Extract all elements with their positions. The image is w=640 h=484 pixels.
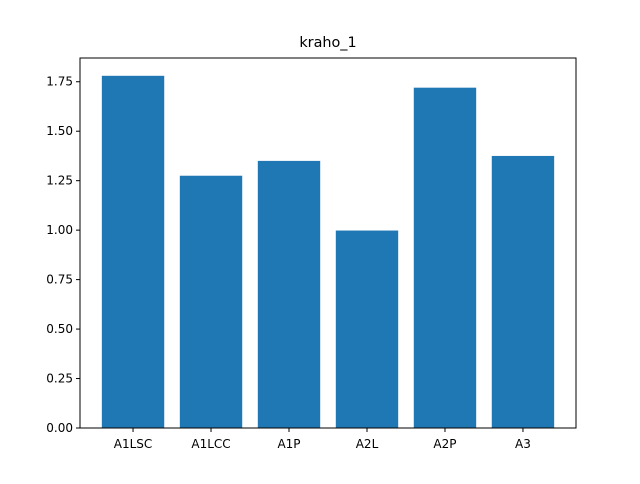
plot-frame: [79, 57, 577, 429]
bar-a2l: [335, 230, 399, 428]
y-tick-label: 0.50: [46, 322, 73, 336]
x-tick-label: A1LCC: [191, 437, 230, 451]
y-tick-label: 0.75: [46, 273, 73, 287]
y-axis: 0.00 0.25 0.50 0.75 1.00 1.25 1.50 1.75: [46, 75, 80, 435]
y-tick-label: 1.50: [46, 124, 73, 138]
x-tick-label: A2P: [433, 437, 456, 451]
y-tick-label: 0.25: [46, 372, 73, 386]
bar-a1p: [257, 160, 321, 428]
bar-a1lcc: [179, 175, 243, 428]
bar-a2p: [413, 87, 477, 429]
y-tick-label: 1.00: [46, 223, 73, 237]
x-tick-label: A1LSC: [114, 437, 153, 451]
y-tick-label: 1.75: [46, 75, 73, 89]
chart-title: kraho_1: [299, 35, 356, 51]
bar-a1lsc: [101, 75, 165, 428]
bars-group: [101, 75, 555, 429]
x-axis: A1LSC A1LCC A1P A2L A2P A3: [114, 428, 531, 451]
y-tick-label: 1.25: [46, 174, 73, 188]
x-tick-label: A1P: [277, 437, 300, 451]
x-tick-label: A3: [515, 437, 531, 451]
x-tick-label: A2L: [356, 437, 379, 451]
y-tick-label: 0.00: [46, 421, 73, 435]
bar-a3: [491, 155, 555, 429]
